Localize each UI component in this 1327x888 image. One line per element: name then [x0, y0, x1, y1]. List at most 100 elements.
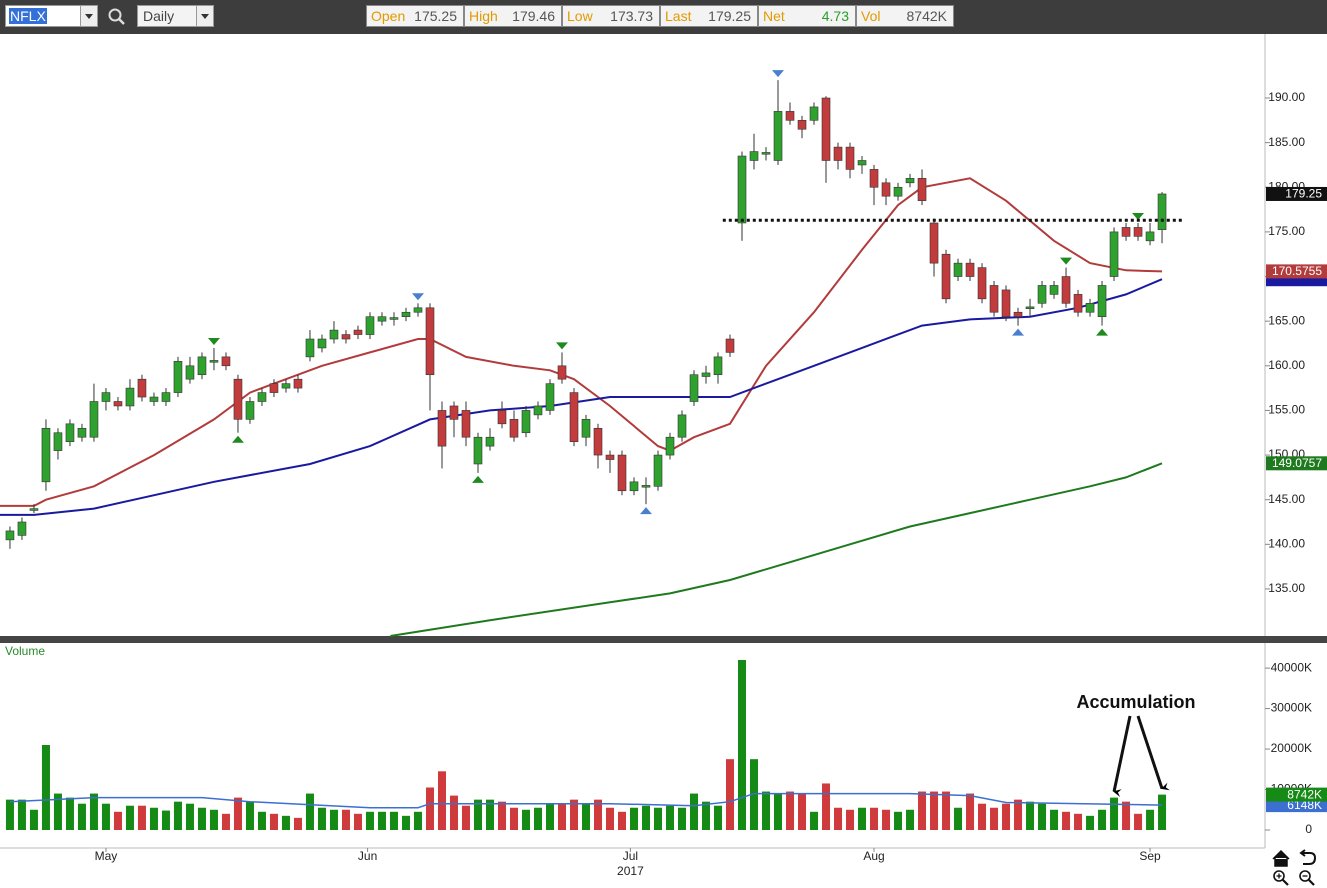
candle-body — [5, 530, 15, 541]
candle-body — [185, 365, 195, 380]
back-icon[interactable] — [1299, 849, 1317, 865]
volume-bar — [666, 805, 675, 830]
candle-body — [41, 427, 51, 483]
volume-bar — [810, 811, 819, 830]
volume-bar — [858, 807, 867, 830]
volume-bar — [569, 799, 578, 830]
volume-bar — [377, 811, 386, 830]
ma-badge: 170.5755 — [1272, 264, 1322, 278]
search-icon[interactable] — [107, 7, 127, 27]
volume-bar — [545, 803, 554, 830]
x-tick-label: Aug — [863, 849, 884, 863]
signal-marker — [640, 507, 653, 515]
volume-bar — [1086, 815, 1095, 830]
volume-bar — [305, 793, 314, 830]
volume-bar — [221, 813, 230, 830]
candle-body — [413, 307, 423, 313]
volume-bar — [1038, 803, 1047, 830]
dropdown[interactable] — [196, 6, 213, 26]
home-icon[interactable] — [1272, 849, 1290, 867]
volume-bar — [413, 811, 422, 830]
candle-body — [257, 392, 267, 402]
volume-bar — [942, 791, 951, 830]
candle-body — [617, 454, 627, 492]
candle-body — [869, 169, 879, 188]
volume-bar — [605, 807, 614, 830]
volume-bar — [473, 799, 482, 830]
volume-bar — [425, 787, 434, 830]
volume-bar — [1110, 797, 1119, 830]
quote-strip: Open 175.25 High 179.46 Low 173.73 Last 179.25 N… — [366, 5, 954, 27]
volume-bar — [521, 809, 530, 830]
candle-body — [53, 432, 63, 451]
volume-bar — [365, 811, 374, 830]
annotation-arrow — [1112, 715, 1132, 797]
volume-bar — [173, 801, 182, 830]
dropdown[interactable] — [80, 6, 97, 26]
volume-bar — [617, 811, 626, 830]
volume-bar — [329, 809, 338, 830]
volume-bar — [485, 799, 494, 830]
volume-bar — [834, 807, 843, 830]
volume-bar — [581, 803, 590, 830]
volume-bar — [557, 803, 566, 830]
year-label: 2017 — [617, 864, 644, 878]
volume-bar — [654, 807, 663, 830]
signal-marker — [207, 337, 220, 345]
candle-body — [89, 401, 99, 438]
candle-body — [965, 262, 975, 277]
volume-bar — [17, 799, 26, 830]
x-tick-label: Sep — [1139, 849, 1161, 863]
candle-body — [653, 454, 663, 487]
moving-average — [0, 177, 1163, 507]
candle-body — [593, 427, 603, 456]
candle-body — [545, 383, 555, 411]
signal-marker — [772, 70, 785, 78]
volume-bar — [882, 809, 891, 830]
volume-bar — [1146, 809, 1155, 830]
candle-body — [833, 146, 843, 161]
x-tick-label: Jul — [623, 849, 638, 863]
volume-bar — [77, 803, 86, 830]
candle-body — [713, 356, 723, 376]
volume-bar — [630, 807, 639, 830]
candle-body — [401, 311, 411, 318]
volume-bar — [1050, 809, 1059, 830]
candle-body — [341, 334, 351, 340]
volume-bar — [1014, 799, 1023, 830]
y-tick-label: 165.00 — [1268, 313, 1305, 327]
y-tick-label: 160.00 — [1268, 358, 1305, 372]
volume-bar — [209, 809, 218, 830]
moving-average — [0, 278, 1163, 516]
volume-bar — [822, 783, 831, 830]
symbol-input[interactable]: NFLX — [5, 5, 98, 27]
candle-body — [521, 410, 531, 434]
volume-badge-bg — [1266, 787, 1327, 802]
volume-bar — [1134, 813, 1143, 830]
candle-body — [701, 372, 711, 377]
interval-select[interactable]: Daily — [137, 5, 214, 27]
zoom-out-icon[interactable] — [1299, 870, 1315, 886]
candle-body — [1157, 193, 1167, 230]
candle-body — [1013, 311, 1023, 318]
zoom-in-icon[interactable] — [1273, 870, 1289, 886]
candle-body — [245, 401, 255, 420]
candle-body — [989, 285, 999, 313]
volume-bar — [1002, 803, 1011, 830]
volume-bar — [89, 793, 98, 830]
candle-body — [941, 253, 951, 300]
candle-body — [209, 360, 219, 363]
candle-body — [509, 419, 519, 438]
volume-bar — [533, 807, 542, 830]
candle-body — [497, 410, 507, 425]
quote-label: Vol — [861, 8, 881, 24]
quote-value: 179.46 — [512, 8, 555, 24]
nav-icons — [1272, 849, 1317, 886]
candle-body — [449, 405, 459, 420]
volume-bar — [161, 810, 170, 830]
candle-body — [77, 427, 87, 438]
y-tick-label: 135.00 — [1268, 581, 1305, 595]
candle-body — [857, 160, 867, 166]
volume-bar — [437, 771, 446, 830]
